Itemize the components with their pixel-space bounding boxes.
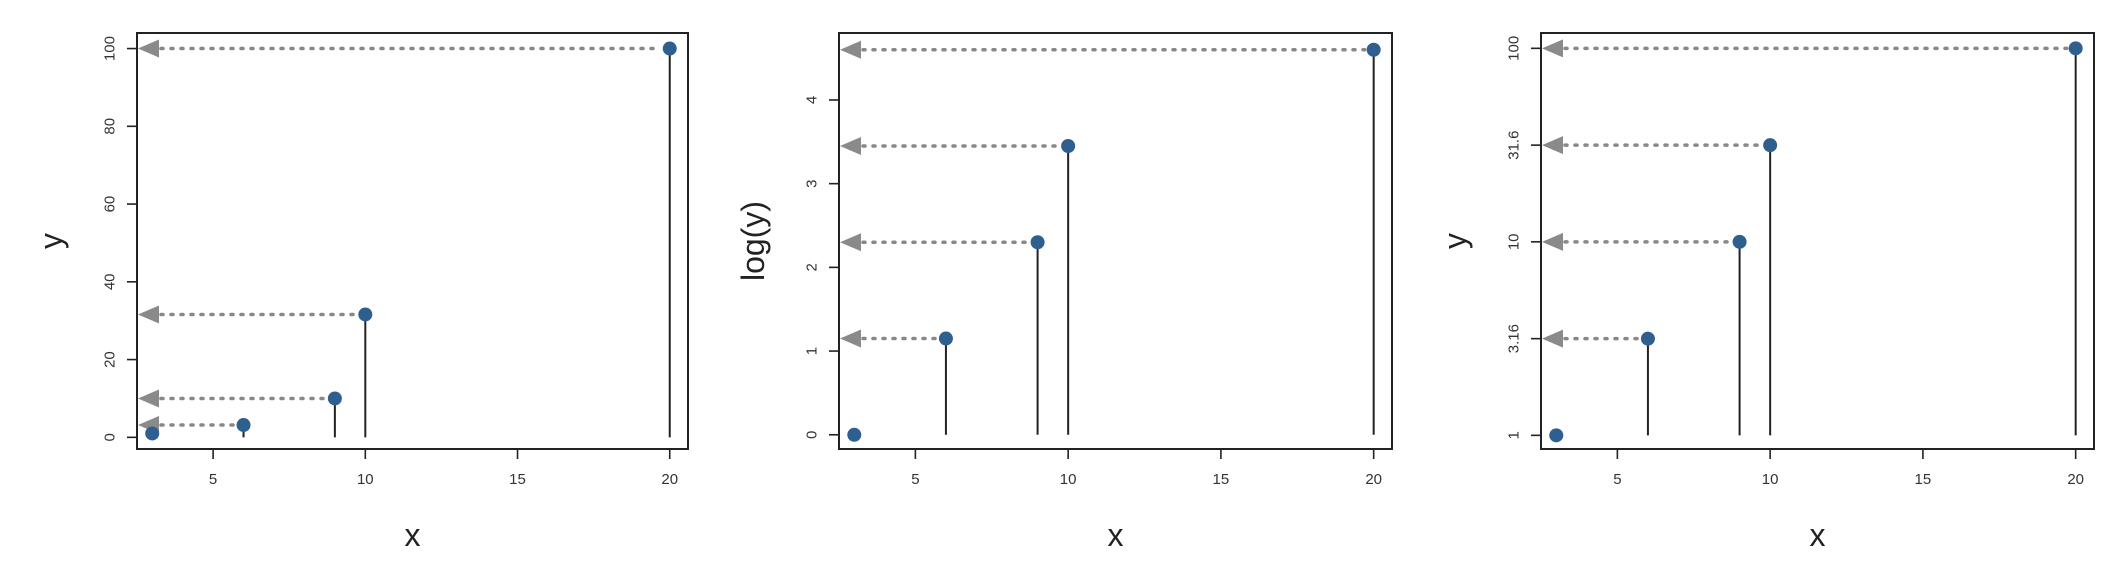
x-axis: 5 10 15 20 xyxy=(209,448,678,488)
data-point xyxy=(1732,234,1747,249)
x-tick-label: 15 xyxy=(509,471,526,488)
guide-arrowhead xyxy=(840,329,861,348)
guide-arrowhead xyxy=(138,305,159,324)
x-tick-label: 5 xyxy=(1613,471,1621,488)
x-axis: 5 10 15 20 xyxy=(1613,448,2084,488)
y-tick-label: 100 xyxy=(1506,36,1523,61)
x-tick-label: 10 xyxy=(1762,471,1779,488)
x-tick-label: 15 xyxy=(1213,471,1230,488)
data-points xyxy=(847,42,1381,442)
guide-lines xyxy=(840,40,1367,348)
y-tick-label: 3 xyxy=(804,179,821,187)
x-axis-title: x xyxy=(405,517,421,553)
chart-panel-1: 5 10 15 20 x 0 20 40 60 80 100 y xyxy=(33,32,689,553)
x-tick-label: 20 xyxy=(661,471,678,488)
y-tick-label: 0 xyxy=(102,433,119,441)
chart-panel-2: 5 10 15 20 x 0 1 2 3 4 log(y) xyxy=(735,32,1393,553)
data-point xyxy=(1640,331,1655,346)
x-tick-label: 20 xyxy=(1365,471,1382,488)
data-point xyxy=(1061,138,1076,153)
data-point xyxy=(327,391,342,406)
guide-arrowhead xyxy=(840,136,861,155)
stems xyxy=(1646,48,2077,436)
y-tick-label: 10 xyxy=(1506,233,1523,250)
guide-lines xyxy=(138,39,663,435)
y-axis: 1 3.16 10 31.6 100 xyxy=(1506,36,1542,440)
stems xyxy=(944,49,1375,435)
plot-frame xyxy=(136,32,689,450)
guide-arrowhead xyxy=(1542,232,1563,251)
y-tick-label: 40 xyxy=(102,273,119,290)
guide-arrowhead xyxy=(1542,329,1563,348)
y-axis: 0 1 2 3 4 xyxy=(804,96,840,439)
guide-arrowhead xyxy=(840,233,861,252)
data-point xyxy=(145,426,160,441)
y-tick-label: 1 xyxy=(1506,431,1523,439)
chart-panel-3: 5 10 15 20 x 1 3.16 10 31.6 100 y xyxy=(1437,32,2095,553)
x-tick-label: 10 xyxy=(357,471,374,488)
x-axis-title: x xyxy=(1810,517,1826,553)
data-point xyxy=(236,418,251,433)
y-tick-label: 100 xyxy=(102,36,119,61)
x-tick-label: 5 xyxy=(911,471,919,488)
guide-lines xyxy=(1542,39,2069,348)
data-point xyxy=(1366,42,1381,57)
data-point xyxy=(1763,138,1778,153)
x-tick-label: 5 xyxy=(209,471,217,488)
y-tick-label: 31.6 xyxy=(1506,131,1523,160)
stems xyxy=(151,48,671,438)
x-tick-label: 10 xyxy=(1060,471,1077,488)
data-point xyxy=(847,427,862,442)
x-axis: 5 10 15 20 xyxy=(911,448,1382,488)
data-point xyxy=(1549,428,1564,443)
data-points xyxy=(1549,41,2083,443)
data-point xyxy=(2068,41,2083,56)
y-axis-title: y xyxy=(33,233,69,249)
guide-arrowhead xyxy=(138,389,159,408)
y-tick-label: 60 xyxy=(102,196,119,213)
y-tick-label: 4 xyxy=(804,96,821,104)
data-point xyxy=(938,331,953,346)
x-axis-title: x xyxy=(1108,517,1124,553)
y-tick-label: 2 xyxy=(804,263,821,271)
y-tick-label: 1 xyxy=(804,347,821,355)
y-tick-label: 0 xyxy=(804,431,821,439)
y-tick-label: 80 xyxy=(102,118,119,135)
data-points xyxy=(145,41,677,441)
data-point xyxy=(358,307,373,322)
data-point xyxy=(1030,235,1045,250)
y-axis: 0 20 40 60 80 100 xyxy=(102,36,138,442)
x-tick-label: 15 xyxy=(1915,471,1932,488)
y-axis-title: log(y) xyxy=(735,201,771,281)
y-axis-title: y xyxy=(1437,233,1473,249)
guide-arrowhead xyxy=(1542,136,1563,155)
x-tick-label: 20 xyxy=(2067,471,2084,488)
y-tick-label: 20 xyxy=(102,351,119,368)
y-tick-label: 3.16 xyxy=(1506,324,1523,353)
guide-arrowhead xyxy=(1542,39,1563,58)
guide-arrowhead xyxy=(138,39,159,58)
guide-arrowhead xyxy=(840,40,861,59)
data-point xyxy=(662,41,677,56)
